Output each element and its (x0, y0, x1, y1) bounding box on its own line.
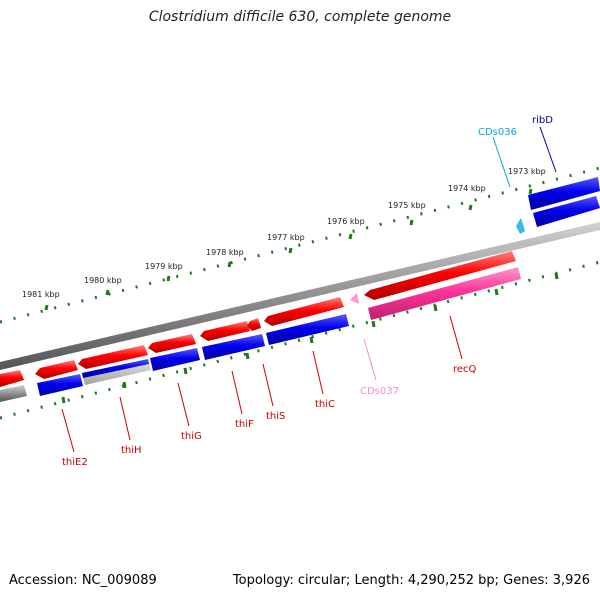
gene-label-CDs036: CDs036 (478, 127, 517, 138)
cds-reverse (37, 374, 83, 396)
cds-reverse (528, 177, 600, 210)
gene-label-thiC: thiC (315, 399, 335, 410)
gene-label-recQ: recQ (453, 364, 477, 375)
accession-label: Accession: NC_009089 (9, 573, 157, 588)
genome-backbone (0, 222, 600, 370)
kbp-tick (348, 233, 353, 240)
gene-label-thiE2: thiE2 (62, 457, 88, 468)
leader-line (119, 396, 131, 441)
cds-forward (0, 370, 24, 387)
cds-forward (247, 318, 261, 331)
cds-forward (78, 345, 148, 369)
cds-forward (264, 297, 344, 326)
cds-reverse (150, 348, 200, 371)
leader-line (61, 408, 75, 453)
genome-stats: Topology: circular; Length: 4,290,252 bp… (232, 573, 590, 588)
leader-line (262, 363, 274, 407)
cds-cyan (516, 218, 525, 234)
kbp-tick (468, 204, 473, 211)
outer-dotted-scale (0, 166, 600, 324)
gene-label-thiH: thiH (121, 445, 142, 456)
cds-reverse (82, 359, 149, 378)
gene-label-CDs037: CDs037 (360, 386, 399, 397)
kbp-label: 1978 kbp (206, 248, 244, 257)
kbp-label: 1974 kbp (448, 184, 486, 193)
kbp-tick (105, 289, 110, 296)
kbp-tick (166, 275, 171, 282)
kbp-tick (288, 247, 293, 254)
gene-labels: thiE2 thiH thiG thiF thiS thiC CDs037 re… (62, 115, 553, 468)
gene-label-thiG: thiG (181, 431, 202, 442)
kbp-label: 1977 kbp (267, 233, 305, 242)
cds-reverse (533, 196, 600, 227)
kbp-tick (528, 188, 533, 195)
leader-line (492, 136, 511, 188)
kbp-label: 1976 kbp (327, 217, 365, 226)
kbp-label: 1981 kbp (22, 290, 60, 299)
kbp-label: 1975 kbp (388, 201, 426, 210)
map-title: Clostridium difficile 630, complete geno… (148, 9, 452, 25)
kbp-label: 1973 kbp (508, 167, 546, 176)
kbp-ticks: 1981 kbp 1980 kbp 1979 kbp 1978 kbp 1977… (22, 167, 546, 311)
pink-strand (368, 267, 521, 320)
cds-forward (364, 251, 516, 300)
reverse-strand (0, 177, 600, 402)
gene-label-ribD: ribD (532, 115, 553, 126)
cds-reverse (266, 314, 349, 345)
kbp-tick (44, 304, 49, 311)
leader-line (539, 126, 557, 173)
cds-forward (200, 321, 250, 341)
kbp-tick (409, 219, 414, 226)
leader-line (231, 370, 243, 415)
forward-strand (0, 251, 516, 387)
cds-reverse (202, 334, 265, 360)
leader-line (312, 350, 324, 395)
cds-reverse (0, 385, 27, 402)
kbp-label: 1980 kbp (84, 276, 122, 285)
gene-label-thiS: thiS (266, 411, 285, 422)
gene-leader-lines (61, 126, 557, 453)
gene-label-thiF: thiF (235, 419, 254, 430)
kbp-tick (227, 261, 232, 268)
kbp-label: 1979 kbp (145, 262, 183, 271)
leader-line (363, 338, 377, 381)
cds-pink (368, 267, 521, 320)
leader-line (449, 315, 463, 360)
cds-forward (350, 293, 359, 304)
inner-dotted-scale (0, 260, 600, 420)
cds-forward (35, 360, 78, 379)
leader-line (177, 382, 190, 427)
cds-forward (148, 334, 196, 353)
